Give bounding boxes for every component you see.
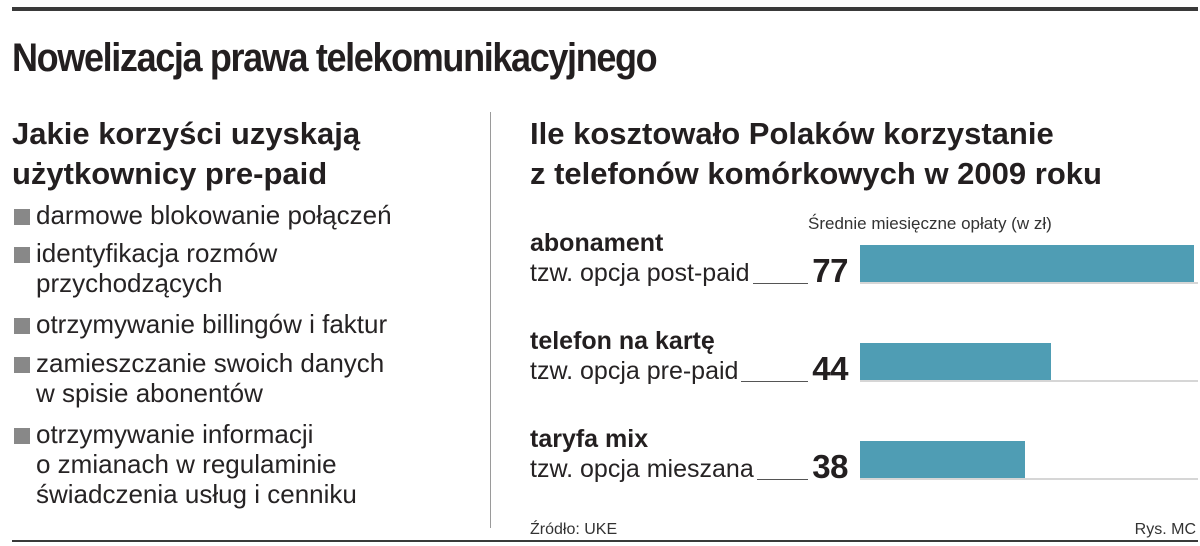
chart-subtitle: Średnie miesięczne opłaty (w zł) (808, 214, 1052, 233)
square-bullet-icon (14, 357, 30, 373)
benefit-text-line: otrzymywanie billingów i faktur (36, 309, 388, 339)
square-bullet-icon (14, 428, 30, 444)
square-bullet-icon (14, 318, 30, 334)
page-title: Nowelizacja prawa telekomunikacyjnego (12, 36, 658, 80)
bar-value-label: 77 (812, 252, 848, 289)
benefit-text-line: darmowe blokowanie połączeń (36, 200, 392, 230)
bottom-rule (12, 540, 1198, 542)
leader-line (757, 479, 808, 480)
benefit-text-line: o zmianach w regulaminie (36, 449, 337, 479)
source-note: Źródło: UKE (530, 521, 618, 538)
category-label: abonament (530, 229, 664, 257)
bar-baseline (860, 380, 1198, 382)
benefit-text-line: w spisie abonentów (36, 378, 263, 408)
benefit-text-line: identyfikacja rozmów (36, 238, 278, 268)
bar-value-label: 38 (812, 448, 848, 485)
category-description: tzw. opcja post-paid (530, 259, 750, 287)
column-divider (490, 112, 491, 528)
chart-title-line: Ile kosztowało Polaków korzystanie (530, 116, 1054, 151)
credit-note: Rys. MC (1134, 521, 1196, 538)
chart-title-line: z telefonów komórkowych w 2009 roku (530, 156, 1102, 191)
category-description: tzw. opcja mieszana (530, 455, 754, 483)
category-label: taryfa mix (530, 425, 649, 453)
benefit-text-line: otrzymywanie informacji (36, 419, 314, 449)
category-description: tzw. opcja pre-paid (530, 357, 739, 385)
benefit-text-line: zamieszczanie swoich danych (36, 348, 385, 378)
leader-line (741, 381, 808, 382)
top-rule (12, 7, 1198, 11)
benefit-text-line: świadczenia usług i cenniku (36, 479, 357, 509)
bar (860, 343, 1051, 380)
square-bullet-icon (14, 209, 30, 225)
benefit-text-line: przychodzących (36, 268, 223, 298)
square-bullet-icon (14, 247, 30, 263)
bar (860, 245, 1194, 282)
category-label: telefon na kartę (530, 327, 715, 355)
bar (860, 441, 1025, 478)
benefits-heading-line: użytkownicy pre-paid (12, 156, 328, 191)
benefits-heading: Jakie korzyści uzyskają użytkownicy pre-… (12, 114, 482, 194)
chart-title: Ile kosztowało Polaków korzystanie z tel… (530, 114, 1196, 194)
benefits-heading-line: Jakie korzyści uzyskają (12, 116, 361, 151)
bar-value-label: 44 (812, 350, 848, 387)
leader-line (753, 283, 808, 284)
bar-baseline (860, 478, 1198, 480)
bar-baseline (860, 282, 1198, 284)
